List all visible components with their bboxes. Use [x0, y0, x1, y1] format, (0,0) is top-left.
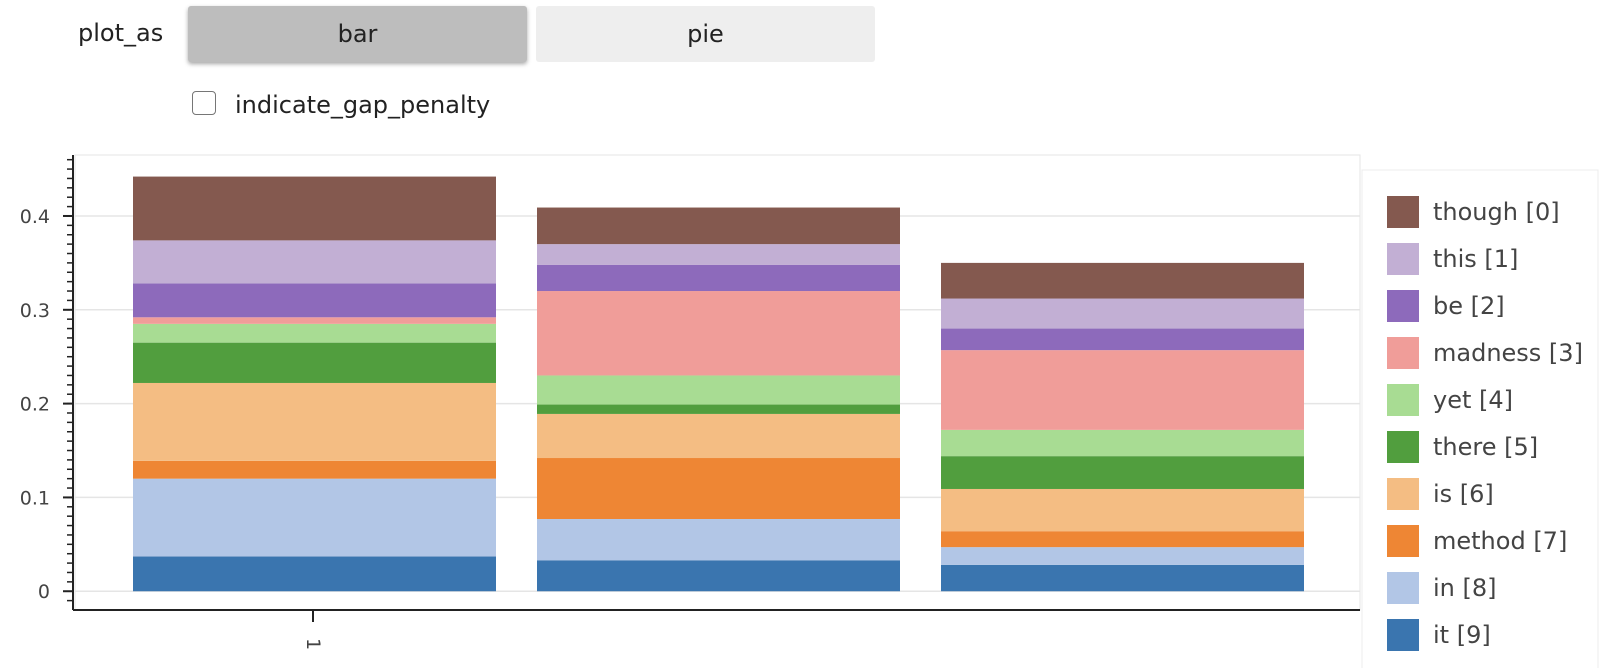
bar-2-segment-method: [537, 458, 900, 519]
plot-as-widget: plot_as bar pie: [0, 0, 900, 70]
bar-3-segment-yet: [941, 429, 1304, 457]
bar-1-segment-is: [133, 382, 496, 461]
legend-label-8: in [8]: [1433, 574, 1497, 602]
legend-label-2: be [2]: [1433, 292, 1505, 320]
bar-2-segment-be: [537, 264, 900, 292]
gap-penalty-checkbox[interactable]: [192, 91, 216, 115]
plot-as-label: plot_as: [78, 19, 164, 47]
y-tick-label-2: 0.2: [20, 394, 50, 416]
legend-label-7: method [7]: [1433, 527, 1567, 555]
bar-2-segment-madness: [537, 291, 900, 376]
bar-2-segment-there: [537, 404, 900, 414]
legend-label-3: madness [3]: [1433, 339, 1583, 367]
legend-swatch-2: [1387, 290, 1419, 322]
bar-3-segment-madness: [941, 350, 1304, 430]
legend-swatch-1: [1387, 243, 1419, 275]
gap-penalty-checkbox-row: indicate_gap_penalty: [192, 88, 592, 124]
bar-2-segment-though: [537, 207, 900, 245]
bar-3-segment-there: [941, 456, 1304, 489]
bar-3-segment-is: [941, 488, 1304, 532]
bar-1-segment-method: [133, 460, 496, 479]
legend-swatch-5: [1387, 431, 1419, 463]
legend-label-6: is [6]: [1433, 480, 1494, 508]
y-tick-label-0: 0: [38, 581, 50, 603]
bar-2-segment-yet: [537, 375, 900, 405]
bar-2-segment-is: [537, 413, 900, 459]
bar-3-segment-it: [941, 564, 1304, 592]
y-tick-label-4: 0.4: [20, 206, 50, 228]
legend-label-9: it [9]: [1433, 621, 1491, 649]
bar-1-segment-it: [133, 556, 496, 592]
bar-2-segment-it: [537, 560, 900, 592]
bar-3-segment-be: [941, 328, 1304, 351]
bar-2-segment-in: [537, 519, 900, 561]
bar-1-segment-though: [133, 176, 496, 241]
legend-label-5: there [5]: [1433, 433, 1538, 461]
legend-swatch-0: [1387, 196, 1419, 228]
y-tick-label-1: 0.1: [20, 487, 50, 509]
bar-toggle-button[interactable]: bar: [188, 6, 527, 62]
bar-3-segment-in: [941, 547, 1304, 565]
x-tick-label: 1: [302, 638, 324, 650]
bar-1-segment-be: [133, 283, 496, 318]
bar-1-segment-this: [133, 240, 496, 284]
legend-label-1: this [1]: [1433, 245, 1518, 273]
bar-1-segment-madness: [133, 317, 496, 324]
bar-1-segment-yet: [133, 323, 496, 343]
bar-1-segment-in: [133, 478, 496, 557]
bar-3-segment-though: [941, 262, 1304, 299]
legend-label-4: yet [4]: [1433, 386, 1513, 414]
legend-label-0: though [0]: [1433, 198, 1560, 226]
y-tick-label-3: 0.3: [20, 300, 50, 322]
legend-swatch-3: [1387, 337, 1419, 369]
bar-1-segment-there: [133, 342, 496, 383]
legend-swatch-6: [1387, 478, 1419, 510]
pie-toggle-button[interactable]: pie: [536, 6, 875, 62]
legend-swatch-8: [1387, 572, 1419, 604]
bar-2-segment-this: [537, 244, 900, 265]
bar-3-segment-method: [941, 531, 1304, 548]
legend-swatch-7: [1387, 525, 1419, 557]
bar-3-segment-this: [941, 298, 1304, 329]
legend-swatch-9: [1387, 619, 1419, 651]
legend-swatch-4: [1387, 384, 1419, 416]
gap-penalty-checkbox-label: indicate_gap_penalty: [235, 91, 491, 119]
